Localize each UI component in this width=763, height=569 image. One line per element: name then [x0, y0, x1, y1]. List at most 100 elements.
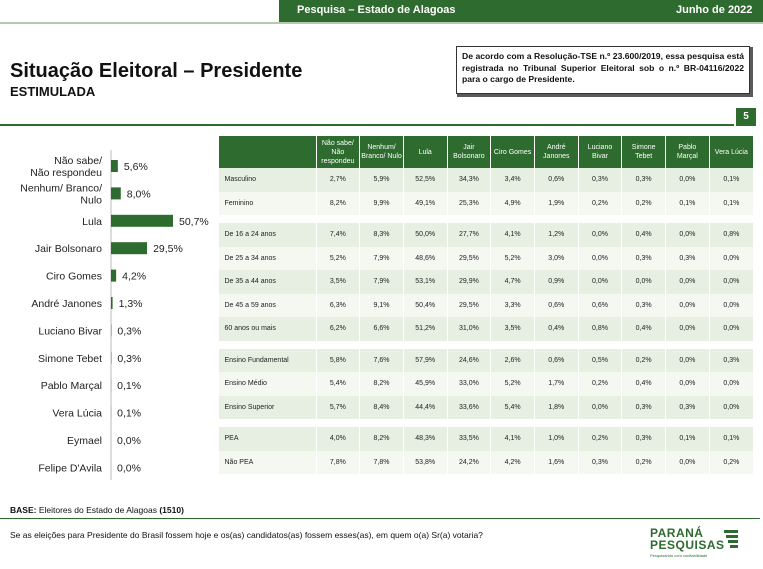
base-note: BASE: Eleitores do Estado de Alagoas (15… — [10, 505, 184, 515]
table-row: Ensino Superior 5,7% 8,4% 44,4% 33,6% 5,4% 1,8… — [218, 395, 753, 419]
bar — [111, 214, 173, 227]
table-cell: 0,0% — [665, 270, 710, 294]
table-cell: 5,4% — [315, 372, 360, 396]
table-cell: 29,9% — [446, 270, 491, 294]
table-cell: 0,6% — [533, 293, 579, 317]
table-cell: 7,6% — [359, 348, 404, 372]
table-cell: 8,2% — [359, 427, 404, 451]
table-cell: 4,9% — [490, 191, 535, 215]
page-subtitle: ESTIMULADA — [10, 84, 96, 99]
survey-question: Se as eleições para Presidente do Brasil… — [10, 530, 483, 540]
base-label: BASE: — [10, 505, 37, 515]
table-cell: 4,7% — [490, 270, 535, 294]
section-divider — [0, 124, 734, 126]
header-bar: Pesquisa – Estado de Alagoas Junho de 20… — [279, 0, 763, 22]
table-row: Não PEA 7,8% 7,8% 53,8% 24,2% 4,2% 1,6% 0,3% 0,2… — [218, 450, 753, 474]
table-cell: 0,0% — [665, 317, 710, 341]
row-label: 60 anos ou mais — [218, 317, 316, 341]
table-cell: 52,5% — [402, 168, 448, 192]
page-title: Situação Eleitoral – Presidente — [10, 60, 303, 82]
category-label: Simone Tebet — [38, 353, 102, 365]
table-cell: 29,5% — [446, 246, 491, 270]
table-cell: 5,2% — [490, 246, 535, 270]
table-cell: 0,4% — [621, 223, 666, 247]
table-row: Ensino Fundamental 5,8% 7,6% 57,9% 24,6% 2,6%… — [218, 348, 753, 372]
table-cell: 4,0% — [315, 427, 360, 451]
table-cell: 0,8% — [577, 317, 622, 341]
base-text: Eleitores do Estado de Alagoas — [38, 505, 157, 515]
column-header: Simone Tebet — [621, 136, 666, 168]
table-row: De 16 a 24 anos 7,4% 8,3% 50,0% 27,7% 4,1% 1,2… — [218, 223, 753, 247]
table-cell: 0,1% — [665, 427, 710, 451]
column-header: André Janones — [533, 136, 579, 168]
table-cell: 7,8% — [315, 450, 360, 474]
table-cell: 8,4% — [359, 395, 404, 419]
table-cell: 0,4% — [621, 317, 666, 341]
row-label: Feminino — [218, 191, 316, 215]
table-row: De 25 a 34 anos 5,2% 7,9% 48,6% 29,5% 5,2% 3,0… — [218, 246, 753, 270]
data-label: 0,1% — [117, 408, 141, 420]
table-cell: 0,2% — [577, 191, 622, 215]
row-label: Não PEA — [218, 450, 316, 474]
bar — [111, 242, 148, 255]
category-label: André Janones — [31, 298, 102, 310]
column-header: Ciro Gomes — [490, 136, 535, 168]
table-cell: 0,1% — [708, 191, 753, 215]
table-cell: 4,1% — [490, 427, 535, 451]
table-cell: 50,0% — [402, 223, 448, 247]
table-cell: 6,3% — [315, 293, 360, 317]
table-cell: 1,9% — [533, 191, 579, 215]
logo-mark-icon — [724, 530, 738, 548]
table-cell: 48,3% — [402, 427, 448, 451]
table-cell: 7,9% — [359, 246, 404, 270]
table-cell: 0,9% — [533, 270, 579, 294]
table-cell: 8,2% — [315, 191, 360, 215]
table-cell: 0,3% — [577, 168, 622, 192]
table-row: 60 anos ou mais 6,2% 6,6% 51,2% 31,0% 3,5% 0,4… — [218, 317, 753, 341]
table-cell: 4,2% — [490, 450, 535, 474]
column-header: Nenhum/ Branco/ Nulo — [359, 136, 404, 168]
table-cell: 5,2% — [490, 372, 535, 396]
row-label: Ensino Superior — [218, 395, 316, 419]
table-cell: 0,2% — [577, 427, 622, 451]
row-label: De 45 a 59 anos — [218, 293, 316, 317]
table-cell: 5,2% — [315, 246, 360, 270]
column-header: Não sabe/ Não respondeu — [315, 136, 360, 168]
column-header: Pablo Marçal — [665, 136, 710, 168]
table-row: De 35 a 44 anos 3,5% 7,9% 53,1% 29,9% 4,7% 0,9… — [218, 270, 753, 294]
table-cell: 6,2% — [315, 317, 360, 341]
group-spacer — [218, 340, 753, 349]
table-cell: 0,0% — [708, 293, 753, 317]
data-label: 0,3% — [117, 353, 141, 365]
table-cell: 0,3% — [621, 168, 666, 192]
bar — [111, 269, 117, 282]
table-cell: 9,9% — [359, 191, 404, 215]
table-row: De 45 a 59 anos 6,3% 9,1% 50,4% 29,5% 3,3% 0,6… — [218, 293, 753, 317]
logo-line-2: PESQUISAS — [650, 538, 725, 552]
table-cell: 9,1% — [359, 293, 404, 317]
column-header: Luciano Bivar — [577, 136, 622, 168]
table-cell: 0,0% — [621, 270, 666, 294]
bar — [111, 160, 118, 172]
crosstab-table: Não sabe/ Não respondeu Nenhum/ Branco/ N… — [218, 136, 753, 474]
header-survey-label: Pesquisa – Estado de Alagoas — [297, 4, 456, 16]
group-spacer — [218, 419, 753, 427]
data-label: 8,0% — [127, 188, 151, 200]
table-cell: 3,5% — [490, 317, 535, 341]
table-cell: 0,6% — [577, 293, 622, 317]
table-cell: 0,0% — [665, 372, 710, 396]
table-cell: 0,0% — [708, 270, 753, 294]
row-label: De 25 a 34 anos — [218, 246, 316, 270]
table-cell: 0,0% — [577, 395, 622, 419]
category-label: Felipe D'Avila — [38, 462, 102, 474]
footer-divider — [0, 518, 760, 519]
vote-intention-bar-chart: Não sabe/Não respondeu 5,6% Nenhum/ Branco… — [20, 150, 209, 480]
table-cell: 0,6% — [533, 168, 579, 192]
table-cell: 3,4% — [490, 168, 535, 192]
table-cell: 0,0% — [665, 450, 710, 474]
data-label: 29,5% — [153, 243, 183, 255]
data-label: 1,3% — [119, 298, 143, 310]
logo-line-1: PARANÁ — [650, 526, 704, 540]
table-cell: 0,5% — [577, 348, 622, 372]
category-label: Eymael — [67, 435, 102, 447]
